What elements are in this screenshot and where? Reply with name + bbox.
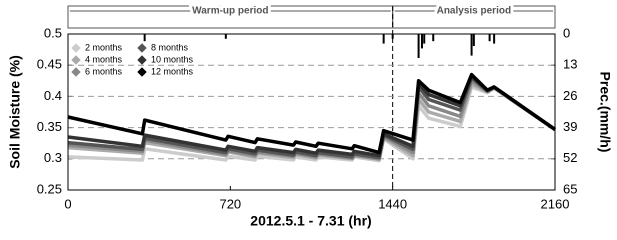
- legend-label: 6 months: [85, 66, 123, 76]
- chart: 2012.5.1 - 7.31 (hr) Soil Moisture (%) P…: [6, 5, 614, 229]
- precip-bar: [432, 34, 435, 42]
- legend-label: 12 months: [151, 66, 194, 76]
- precip-bar: [472, 34, 475, 46]
- y-tick-label: 0.5: [44, 25, 62, 40]
- precip-bar: [391, 34, 394, 39]
- x-tick-label: 720: [219, 196, 241, 211]
- legend-label: 2 months: [85, 42, 123, 52]
- y-tick-label: 0.3: [44, 150, 62, 165]
- precip-bar: [470, 34, 473, 56]
- y-tick-label: 0.4: [44, 88, 62, 103]
- legend-marker: [137, 43, 147, 53]
- y2-axis-label: Prec.(mm/h): [597, 72, 613, 153]
- series-line: [67, 72, 557, 155]
- precip-bar: [420, 34, 423, 49]
- legend-label: 10 months: [151, 54, 194, 64]
- y2-tick-label: 52: [563, 150, 577, 165]
- x-tick-label: 1440: [378, 196, 407, 211]
- y2-tick-label: 65: [563, 181, 577, 196]
- period-label: Analysis period: [437, 6, 511, 17]
- y2-tick-label: 0: [563, 25, 570, 40]
- y2-tick-label: 39: [563, 119, 577, 134]
- precip-bar: [382, 34, 385, 44]
- plot-frame: [67, 33, 556, 191]
- precip-bar: [488, 34, 491, 42]
- y-tick-label: 0.35: [37, 119, 62, 134]
- x-axis-label: 2012.5.1 - 7.31 (hr): [250, 213, 371, 229]
- legend-label: 8 months: [151, 42, 189, 52]
- page: 2012.5.1 - 7.31 (hr) Soil Moisture (%) P…: [6, 5, 614, 229]
- precip-bar: [143, 34, 146, 42]
- legend-marker: [71, 55, 81, 65]
- precip-bar: [224, 34, 227, 39]
- precip-bar: [493, 34, 496, 44]
- legend-label: 4 months: [85, 54, 123, 64]
- y2-tick-label: 13: [563, 57, 577, 72]
- x-tick-label: 0: [64, 196, 71, 211]
- period-label: Warm-up period: [192, 6, 268, 17]
- y-tick-label: 0.45: [37, 57, 62, 72]
- precip-bar: [417, 34, 420, 58]
- legend-marker: [71, 67, 81, 77]
- y2-tick-label: 26: [563, 88, 577, 103]
- y-tick-label: 0.25: [37, 181, 62, 196]
- legend-marker: [71, 43, 81, 53]
- legend-marker: [137, 67, 147, 77]
- y-axis-label: Soil Moisture (%): [7, 55, 23, 169]
- precip-bar: [423, 34, 426, 44]
- legend-marker: [137, 55, 147, 65]
- x-tick-label: 2160: [541, 196, 570, 211]
